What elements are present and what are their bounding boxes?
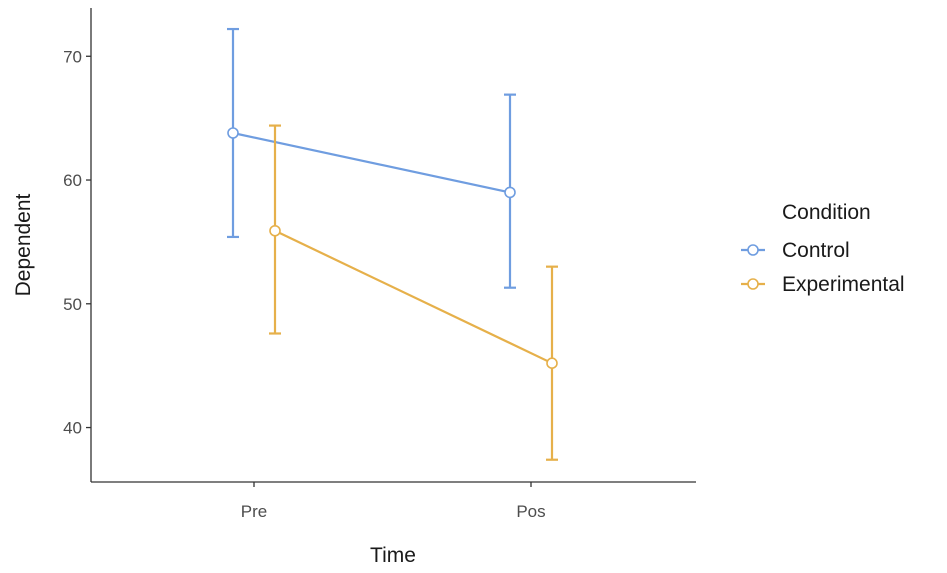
series-line <box>274 229 553 365</box>
x-axis-title: Time <box>370 544 416 567</box>
legend-label: Experimental <box>782 273 905 296</box>
axes <box>90 8 696 483</box>
y-axis-title: Dependent <box>12 193 35 296</box>
data-point <box>504 186 516 199</box>
data-point <box>546 357 558 369</box>
legend: Condition Control Experimental <box>741 201 905 296</box>
data-point <box>269 224 281 237</box>
y-axis-ticks: 40 50 60 70 <box>63 47 91 438</box>
series-control <box>227 27 516 289</box>
y-tick-label: 50 <box>63 295 82 314</box>
legend-title: Condition <box>782 201 871 224</box>
legend-label: Control <box>782 239 850 262</box>
legend-key-point <box>747 278 759 290</box>
legend-key-point <box>747 244 759 256</box>
plot-area <box>227 27 558 461</box>
x-axis-ticks: Pre Pos <box>241 482 546 521</box>
x-tick-label: Pre <box>241 502 267 521</box>
x-tick-label: Pos <box>516 502 545 521</box>
data-point <box>227 127 239 139</box>
series-line <box>232 131 511 194</box>
y-tick-label: 60 <box>63 171 82 190</box>
series-experimental <box>269 124 558 461</box>
y-tick-label: 70 <box>63 47 82 66</box>
y-tick-label: 40 <box>63 419 82 438</box>
